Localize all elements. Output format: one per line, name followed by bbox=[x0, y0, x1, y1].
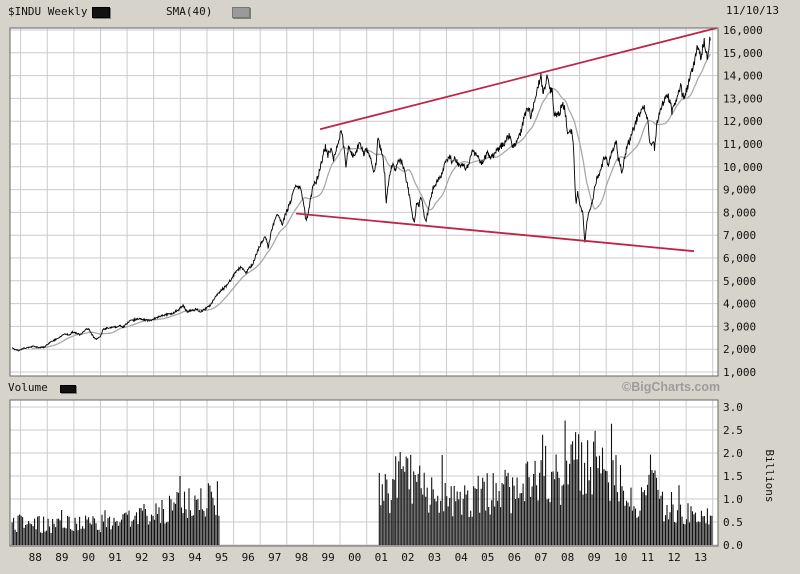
price-y-tick-label: 9,000 bbox=[723, 184, 756, 197]
volume-panel-border bbox=[9, 399, 719, 547]
sma-legend-swatch bbox=[232, 7, 250, 18]
x-axis-year-label: 97 bbox=[268, 551, 281, 564]
price-plot-area bbox=[10, 28, 718, 376]
price-y-tick-label: 15,000 bbox=[723, 47, 763, 60]
chart-date: 11/10/13 bbox=[726, 4, 779, 17]
x-axis-year-label: 92 bbox=[135, 551, 148, 564]
volume-chart-panel: 3.0 2.5 2.0 1.5 1.0 0.5 0.0 88 89 90 91 92 93 94 95 96 9… bbox=[0, 398, 800, 574]
x-axis-year-label: 04 bbox=[455, 551, 469, 564]
x-axis-year-label: 95 bbox=[215, 551, 228, 564]
price-y-tick-label: 2,000 bbox=[723, 343, 756, 356]
x-axis-year-label: 11 bbox=[641, 551, 654, 564]
x-axis-year-label: 02 bbox=[401, 551, 414, 564]
price-line bbox=[11, 36, 711, 352]
bigcharts-watermark: ©BigCharts.com bbox=[622, 380, 721, 394]
trendline-1 bbox=[319, 27, 717, 131]
volume-y-tick-label: 1.5 bbox=[723, 470, 743, 483]
x-axis-year-label: 91 bbox=[108, 551, 121, 564]
x-axis-year-label: 89 bbox=[55, 551, 68, 564]
volume-y-tick-label: 3.0 bbox=[723, 401, 743, 414]
volume-y-tick-label: 2.0 bbox=[723, 447, 743, 460]
volume-y-tick-label: 0.0 bbox=[723, 539, 743, 552]
x-axis-year-label: 94 bbox=[188, 551, 202, 564]
trendline-2 bbox=[296, 212, 695, 253]
x-axis-year-label: 08 bbox=[561, 551, 574, 564]
x-axis-year-label: 00 bbox=[348, 551, 361, 564]
x-axis-year-label: 12 bbox=[667, 551, 680, 564]
x-axis-year-label: 09 bbox=[588, 551, 601, 564]
x-axis-year-label: 96 bbox=[242, 551, 255, 564]
price-legend-swatch bbox=[92, 7, 110, 18]
sma-label: SMA(40) bbox=[166, 5, 213, 18]
price-y-tick-label: 11,000 bbox=[723, 138, 763, 151]
symbol-label: $INDU Weekly bbox=[8, 5, 88, 18]
x-axis-year-label: 88 bbox=[29, 551, 42, 564]
price-gridlines bbox=[10, 28, 718, 376]
volume-bars bbox=[11, 420, 713, 545]
price-y-tick-label: 8,000 bbox=[723, 206, 756, 219]
x-axis-year-label: 06 bbox=[508, 551, 521, 564]
price-chart-panel: 16,000 15,000 14,000 13,000 12,000 11,000 10,0… bbox=[0, 24, 800, 379]
volume-label: Volume bbox=[8, 381, 48, 394]
volume-legend-swatch bbox=[60, 385, 76, 393]
price-y-tick-label: 3,000 bbox=[723, 320, 756, 333]
x-axis-year-label: 05 bbox=[481, 551, 494, 564]
price-y-tick-label: 12,000 bbox=[723, 115, 763, 128]
price-chart-svg: 16,000 15,000 14,000 13,000 12,000 11,000 10,0… bbox=[9, 24, 763, 379]
billions-axis-label: Billions bbox=[763, 450, 776, 503]
x-axis-year-label: 10 bbox=[614, 551, 627, 564]
x-axis-year-label: 93 bbox=[162, 551, 175, 564]
price-y-tick-label: 4,000 bbox=[723, 298, 756, 311]
price-panel-border bbox=[9, 27, 719, 377]
price-y-tick-label: 5,000 bbox=[723, 275, 756, 288]
x-axis-year-label: 01 bbox=[375, 551, 388, 564]
price-y-tick-label: 10,000 bbox=[723, 161, 763, 174]
price-y-tick-label: 13,000 bbox=[723, 92, 763, 105]
price-y-tick-label: 6,000 bbox=[723, 252, 756, 265]
price-y-tick-label: 7,000 bbox=[723, 229, 756, 242]
x-axis-year-label: 03 bbox=[428, 551, 441, 564]
x-axis-year-label: 99 bbox=[321, 551, 334, 564]
price-y-tick-label: 1,000 bbox=[723, 366, 756, 378]
x-axis-year-label: 90 bbox=[82, 551, 95, 564]
x-axis-year-label: 07 bbox=[534, 551, 547, 564]
volume-y-tick-label: 1.0 bbox=[723, 493, 743, 506]
volume-y-tick-label: 0.5 bbox=[723, 516, 743, 529]
volume-chart-svg: 3.0 2.5 2.0 1.5 1.0 0.5 0.0 88 89 90 91 92 93 94 95 96 9… bbox=[9, 399, 776, 564]
price-y-tick-label: 14,000 bbox=[723, 70, 763, 83]
price-y-tick-label: 16,000 bbox=[723, 26, 763, 37]
volume-y-tick-label: 2.5 bbox=[723, 424, 743, 437]
x-axis-year-label: 98 bbox=[295, 551, 308, 564]
x-axis-year-label: 13 bbox=[694, 551, 707, 564]
